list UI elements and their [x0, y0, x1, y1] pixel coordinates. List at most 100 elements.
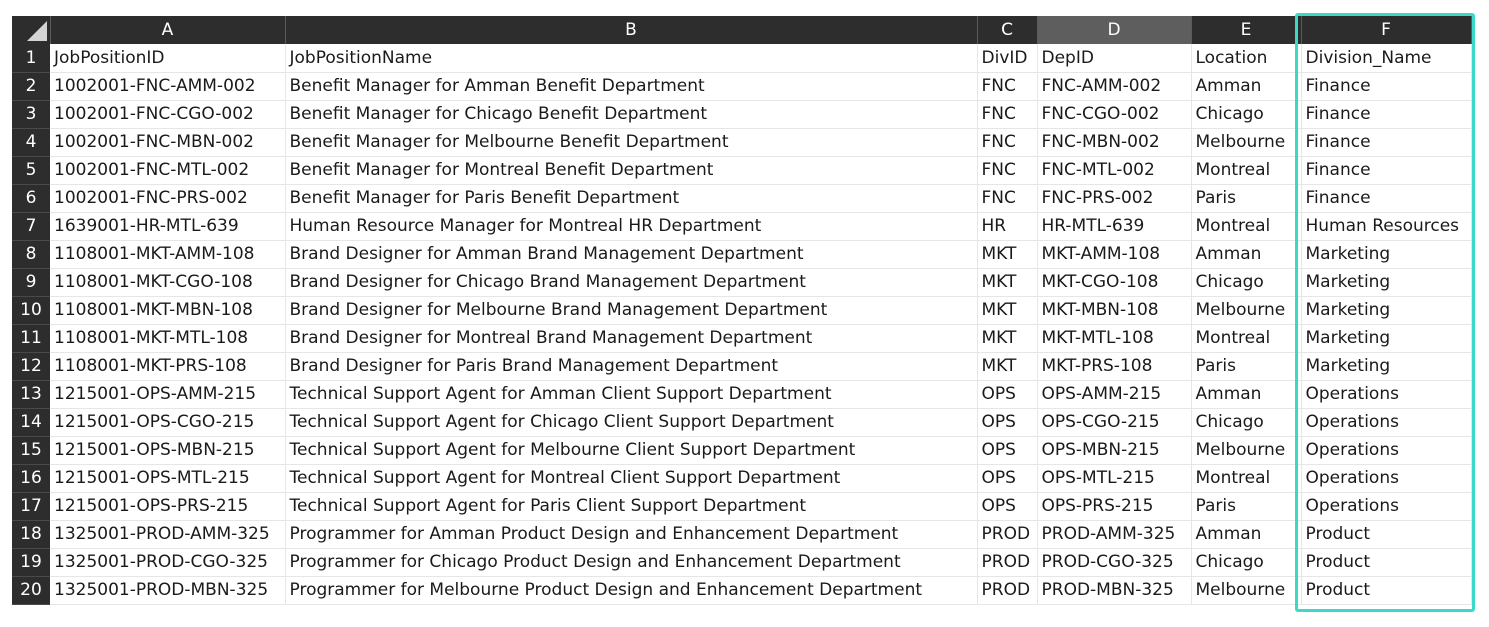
- cell-e[interactable]: Amman: [1191, 380, 1302, 409]
- cell-c[interactable]: FNC: [977, 100, 1038, 129]
- column-header-e[interactable]: E: [1191, 16, 1302, 44]
- cell-e[interactable]: Amman: [1191, 72, 1302, 101]
- cell-d[interactable]: HR-MTL-639: [1037, 212, 1192, 241]
- cell-b[interactable]: Technical Support Agent for Chicago Clie…: [285, 408, 978, 437]
- row-header[interactable]: 19: [12, 548, 50, 577]
- cell-d[interactable]: FNC-AMM-002: [1037, 72, 1192, 101]
- cell-f[interactable]: Finance: [1301, 72, 1472, 101]
- cell-e[interactable]: Amman: [1191, 520, 1302, 549]
- cell-d[interactable]: OPS-PRS-215: [1037, 492, 1192, 521]
- cell-a[interactable]: 1108001-MKT-AMM-108: [50, 240, 286, 269]
- cell-c[interactable]: FNC: [977, 184, 1038, 213]
- cell-b[interactable]: Technical Support Agent for Melbourne Cl…: [285, 436, 978, 465]
- cell-a[interactable]: 1639001-HR-MTL-639: [50, 212, 286, 241]
- cell-f[interactable]: Marketing: [1301, 324, 1472, 353]
- cell-a[interactable]: 1325001-PROD-CGO-325: [50, 548, 286, 577]
- row-header[interactable]: 7: [12, 212, 50, 241]
- cell-f[interactable]: Marketing: [1301, 240, 1472, 269]
- cell-b[interactable]: Human Resource Manager for Montreal HR D…: [285, 212, 978, 241]
- cell-b[interactable]: Benefit Manager for Melbourne Benefit De…: [285, 128, 978, 157]
- cell-e[interactable]: Location: [1191, 44, 1302, 73]
- cell-e[interactable]: Paris: [1191, 184, 1302, 213]
- cell-c[interactable]: PROD: [977, 520, 1038, 549]
- cell-f[interactable]: Finance: [1301, 100, 1472, 129]
- row-header[interactable]: 2: [12, 72, 50, 101]
- cell-c[interactable]: MKT: [977, 324, 1038, 353]
- cell-d[interactable]: DepID: [1037, 44, 1192, 73]
- cell-a[interactable]: 1002001-FNC-AMM-002: [50, 72, 286, 101]
- cell-c[interactable]: HR: [977, 212, 1038, 241]
- cell-c[interactable]: OPS: [977, 492, 1038, 521]
- row-header[interactable]: 17: [12, 492, 50, 521]
- cell-d[interactable]: FNC-MBN-002: [1037, 128, 1192, 157]
- cell-b[interactable]: Benefit Manager for Chicago Benefit Depa…: [285, 100, 978, 129]
- cell-e[interactable]: Melbourne: [1191, 436, 1302, 465]
- cell-f[interactable]: Finance: [1301, 128, 1472, 157]
- row-header[interactable]: 14: [12, 408, 50, 437]
- cell-b[interactable]: JobPositionName: [285, 44, 978, 73]
- column-header-c[interactable]: C: [977, 16, 1038, 44]
- cell-a[interactable]: 1002001-FNC-CGO-002: [50, 100, 286, 129]
- cell-d[interactable]: FNC-MTL-002: [1037, 156, 1192, 185]
- cell-f[interactable]: Product: [1301, 548, 1472, 577]
- cell-c[interactable]: FNC: [977, 156, 1038, 185]
- cell-d[interactable]: PROD-MBN-325: [1037, 576, 1192, 605]
- cell-a[interactable]: JobPositionID: [50, 44, 286, 73]
- cell-d[interactable]: MKT-MBN-108: [1037, 296, 1192, 325]
- cell-f[interactable]: Human Resources: [1301, 212, 1472, 241]
- cell-a[interactable]: 1108001-MKT-MTL-108: [50, 324, 286, 353]
- cell-b[interactable]: Benefit Manager for Amman Benefit Depart…: [285, 72, 978, 101]
- cell-b[interactable]: Brand Designer for Chicago Brand Managem…: [285, 268, 978, 297]
- cell-b[interactable]: Programmer for Chicago Product Design an…: [285, 548, 978, 577]
- cell-c[interactable]: PROD: [977, 548, 1038, 577]
- cell-e[interactable]: Montreal: [1191, 212, 1302, 241]
- cell-a[interactable]: 1325001-PROD-MBN-325: [50, 576, 286, 605]
- cell-c[interactable]: OPS: [977, 408, 1038, 437]
- row-header[interactable]: 1: [12, 44, 50, 73]
- row-header[interactable]: 16: [12, 464, 50, 493]
- column-header-b[interactable]: B: [285, 16, 978, 44]
- row-header[interactable]: 12: [12, 352, 50, 381]
- cell-d[interactable]: MKT-CGO-108: [1037, 268, 1192, 297]
- cell-d[interactable]: PROD-AMM-325: [1037, 520, 1192, 549]
- cell-b[interactable]: Brand Designer for Amman Brand Managemen…: [285, 240, 978, 269]
- cell-b[interactable]: Brand Designer for Paris Brand Managemen…: [285, 352, 978, 381]
- cell-a[interactable]: 1215001-OPS-AMM-215: [50, 380, 286, 409]
- cell-c[interactable]: PROD: [977, 576, 1038, 605]
- cell-d[interactable]: FNC-PRS-002: [1037, 184, 1192, 213]
- cell-e[interactable]: Melbourne: [1191, 128, 1302, 157]
- cell-f[interactable]: Operations: [1301, 380, 1472, 409]
- cell-a[interactable]: 1108001-MKT-PRS-108: [50, 352, 286, 381]
- cell-b[interactable]: Programmer for Amman Product Design and …: [285, 520, 978, 549]
- cell-e[interactable]: Paris: [1191, 352, 1302, 381]
- cell-f[interactable]: Operations: [1301, 492, 1472, 521]
- cell-c[interactable]: MKT: [977, 268, 1038, 297]
- cell-f[interactable]: Product: [1301, 576, 1472, 605]
- cell-e[interactable]: Paris: [1191, 492, 1302, 521]
- cell-f[interactable]: Division_Name: [1301, 44, 1472, 73]
- cell-e[interactable]: Amman: [1191, 240, 1302, 269]
- cell-e[interactable]: Chicago: [1191, 408, 1302, 437]
- cell-e[interactable]: Montreal: [1191, 324, 1302, 353]
- cell-f[interactable]: Operations: [1301, 408, 1472, 437]
- cell-e[interactable]: Melbourne: [1191, 576, 1302, 605]
- cell-a[interactable]: 1108001-MKT-MBN-108: [50, 296, 286, 325]
- cell-a[interactable]: 1215001-OPS-PRS-215: [50, 492, 286, 521]
- cell-d[interactable]: PROD-CGO-325: [1037, 548, 1192, 577]
- cell-f[interactable]: Marketing: [1301, 352, 1472, 381]
- cell-c[interactable]: MKT: [977, 352, 1038, 381]
- cell-a[interactable]: 1108001-MKT-CGO-108: [50, 268, 286, 297]
- column-header-d[interactable]: D: [1037, 16, 1192, 44]
- cell-e[interactable]: Chicago: [1191, 100, 1302, 129]
- row-header[interactable]: 11: [12, 324, 50, 353]
- cell-b[interactable]: Brand Designer for Melbourne Brand Manag…: [285, 296, 978, 325]
- cell-a[interactable]: 1002001-FNC-PRS-002: [50, 184, 286, 213]
- cell-f[interactable]: Marketing: [1301, 268, 1472, 297]
- row-header[interactable]: 10: [12, 296, 50, 325]
- row-header[interactable]: 15: [12, 436, 50, 465]
- cell-b[interactable]: Benefit Manager for Montreal Benefit Dep…: [285, 156, 978, 185]
- cell-b[interactable]: Brand Designer for Montreal Brand Manage…: [285, 324, 978, 353]
- cell-f[interactable]: Finance: [1301, 156, 1472, 185]
- column-header-a[interactable]: A: [50, 16, 286, 44]
- cell-e[interactable]: Melbourne: [1191, 296, 1302, 325]
